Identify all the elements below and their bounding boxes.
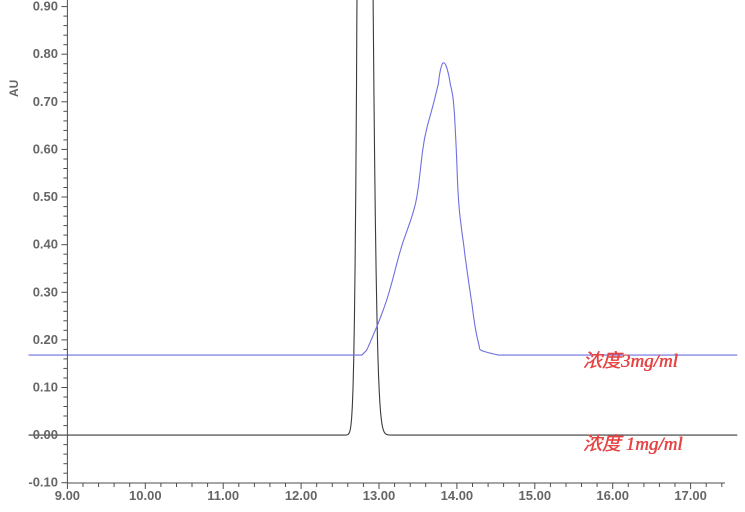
svg-text:10.00: 10.00 (129, 488, 162, 503)
svg-text:12.00: 12.00 (285, 488, 318, 503)
svg-text:14.00: 14.00 (441, 488, 474, 503)
svg-text:13.00: 13.00 (363, 488, 396, 503)
svg-text:0.50: 0.50 (33, 189, 58, 204)
svg-text:0.90: 0.90 (33, 0, 58, 14)
svg-text:17.00: 17.00 (674, 488, 707, 503)
svg-text:0.00: 0.00 (33, 427, 58, 442)
svg-text:0.60: 0.60 (33, 141, 58, 156)
svg-text:-0.10: -0.10 (28, 475, 58, 490)
svg-text:9.00: 9.00 (55, 488, 80, 503)
svg-text:16.00: 16.00 (596, 488, 629, 503)
svg-text:0.70: 0.70 (33, 94, 58, 109)
svg-text:15.00: 15.00 (519, 488, 552, 503)
svg-text:0.40: 0.40 (33, 237, 58, 252)
svg-text:0.80: 0.80 (33, 46, 58, 61)
svg-text:0.10: 0.10 (33, 380, 58, 395)
svg-text:0.30: 0.30 (33, 284, 58, 299)
svg-text:0.20: 0.20 (33, 332, 58, 347)
svg-text:11.00: 11.00 (207, 488, 239, 503)
